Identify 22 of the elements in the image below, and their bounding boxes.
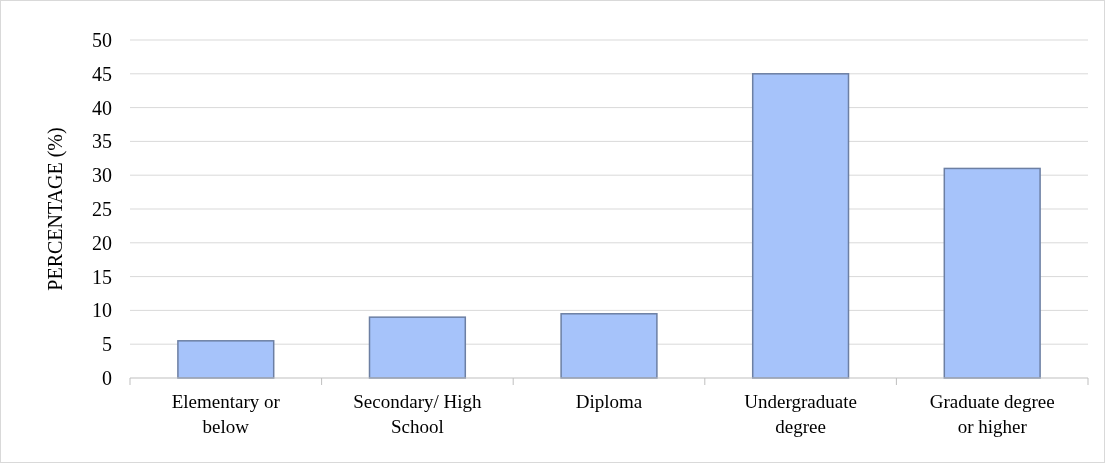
bar [368,316,467,379]
y-tick-label: 45 [92,62,112,85]
y-tick-label: 20 [92,231,112,254]
y-tick-label: 30 [92,164,112,187]
y-tick-label: 25 [92,198,112,220]
x-tick-label: Secondary/ High School [353,391,482,437]
y-tick-label: 0 [102,367,112,389]
y-tick-label: 5 [102,333,112,356]
x-tick-label: Graduate degree or higher [929,391,1055,437]
y-tick-label: 50 [92,29,112,51]
y-axis-title: PERCENTAGE (%) [44,127,67,291]
y-tick-label: 35 [92,130,112,153]
x-tick-label: Diploma [575,391,643,412]
y-tick-label: 10 [92,299,112,322]
y-tick-label: 40 [92,96,112,119]
y-tick-label: 15 [92,265,112,288]
bar [177,340,275,379]
x-tick-label: Undergraduate degree [744,391,857,437]
bar [560,313,658,379]
bar [751,73,850,379]
bar [943,167,1041,379]
x-tick-label: Elementary or below [171,391,281,437]
